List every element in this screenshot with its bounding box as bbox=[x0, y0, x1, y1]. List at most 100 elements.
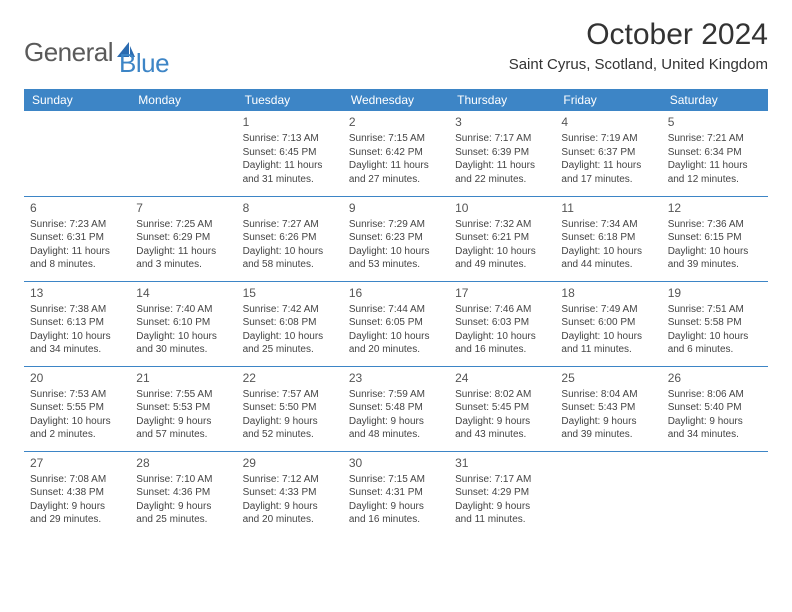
sunset-text: Sunset: 4:38 PM bbox=[30, 486, 124, 500]
sunset-text: Sunset: 6:10 PM bbox=[136, 316, 230, 330]
daylight-text: Daylight: 11 hours and 31 minutes. bbox=[243, 159, 337, 186]
calendar-cell: 21Sunrise: 7:55 AMSunset: 5:53 PMDayligh… bbox=[130, 366, 236, 451]
sunset-text: Sunset: 5:45 PM bbox=[455, 401, 549, 415]
day-number: 22 bbox=[243, 370, 337, 386]
calendar-cell: 8Sunrise: 7:27 AMSunset: 6:26 PMDaylight… bbox=[237, 196, 343, 281]
day-number: 19 bbox=[668, 285, 762, 301]
day-number: 17 bbox=[455, 285, 549, 301]
day-header: Friday bbox=[555, 89, 661, 111]
daylight-text: Daylight: 9 hours and 34 minutes. bbox=[668, 415, 762, 442]
logo: General Blue bbox=[24, 18, 169, 79]
calendar-cell: 25Sunrise: 8:04 AMSunset: 5:43 PMDayligh… bbox=[555, 366, 661, 451]
calendar-cell: 10Sunrise: 7:32 AMSunset: 6:21 PMDayligh… bbox=[449, 196, 555, 281]
day-header: Wednesday bbox=[343, 89, 449, 111]
sunrise-text: Sunrise: 7:55 AM bbox=[136, 388, 230, 402]
calendar-cell: 19Sunrise: 7:51 AMSunset: 5:58 PMDayligh… bbox=[662, 281, 768, 366]
daylight-text: Daylight: 10 hours and 58 minutes. bbox=[243, 245, 337, 272]
day-number: 14 bbox=[136, 285, 230, 301]
calendar-cell: 23Sunrise: 7:59 AMSunset: 5:48 PMDayligh… bbox=[343, 366, 449, 451]
daylight-text: Daylight: 9 hours and 11 minutes. bbox=[455, 500, 549, 527]
sunset-text: Sunset: 6:21 PM bbox=[455, 231, 549, 245]
sunrise-text: Sunrise: 7:15 AM bbox=[349, 473, 443, 487]
logo-text-part2: Blue bbox=[119, 48, 169, 78]
daylight-text: Daylight: 11 hours and 8 minutes. bbox=[30, 245, 124, 272]
daylight-text: Daylight: 11 hours and 12 minutes. bbox=[668, 159, 762, 186]
sunrise-text: Sunrise: 7:25 AM bbox=[136, 218, 230, 232]
calendar-week-row: 13Sunrise: 7:38 AMSunset: 6:13 PMDayligh… bbox=[24, 281, 768, 366]
title-block: October 2024 Saint Cyrus, Scotland, Unit… bbox=[509, 18, 768, 73]
day-number: 27 bbox=[30, 455, 124, 471]
sunrise-text: Sunrise: 7:34 AM bbox=[561, 218, 655, 232]
sunrise-text: Sunrise: 7:29 AM bbox=[349, 218, 443, 232]
calendar-table: Sunday Monday Tuesday Wednesday Thursday… bbox=[24, 89, 768, 536]
daylight-text: Daylight: 11 hours and 22 minutes. bbox=[455, 159, 549, 186]
sunset-text: Sunset: 6:37 PM bbox=[561, 146, 655, 160]
sunset-text: Sunset: 6:34 PM bbox=[668, 146, 762, 160]
daylight-text: Daylight: 9 hours and 39 minutes. bbox=[561, 415, 655, 442]
daylight-text: Daylight: 10 hours and 6 minutes. bbox=[668, 330, 762, 357]
sunrise-text: Sunrise: 7:57 AM bbox=[243, 388, 337, 402]
daylight-text: Daylight: 9 hours and 20 minutes. bbox=[243, 500, 337, 527]
day-header: Thursday bbox=[449, 89, 555, 111]
day-number: 1 bbox=[243, 114, 337, 130]
daylight-text: Daylight: 9 hours and 16 minutes. bbox=[349, 500, 443, 527]
daylight-text: Daylight: 11 hours and 17 minutes. bbox=[561, 159, 655, 186]
sunset-text: Sunset: 6:29 PM bbox=[136, 231, 230, 245]
calendar-cell: 16Sunrise: 7:44 AMSunset: 6:05 PMDayligh… bbox=[343, 281, 449, 366]
sunrise-text: Sunrise: 7:21 AM bbox=[668, 132, 762, 146]
calendar-cell: 24Sunrise: 8:02 AMSunset: 5:45 PMDayligh… bbox=[449, 366, 555, 451]
day-header: Tuesday bbox=[237, 89, 343, 111]
calendar-cell: 31Sunrise: 7:17 AMSunset: 4:29 PMDayligh… bbox=[449, 451, 555, 536]
calendar-week-row: 1Sunrise: 7:13 AMSunset: 6:45 PMDaylight… bbox=[24, 111, 768, 196]
calendar-cell: 6Sunrise: 7:23 AMSunset: 6:31 PMDaylight… bbox=[24, 196, 130, 281]
day-header: Sunday bbox=[24, 89, 130, 111]
day-number: 11 bbox=[561, 200, 655, 216]
day-number: 20 bbox=[30, 370, 124, 386]
daylight-text: Daylight: 10 hours and 16 minutes. bbox=[455, 330, 549, 357]
sunrise-text: Sunrise: 7:27 AM bbox=[243, 218, 337, 232]
daylight-text: Daylight: 10 hours and 30 minutes. bbox=[136, 330, 230, 357]
day-number: 16 bbox=[349, 285, 443, 301]
sunset-text: Sunset: 6:05 PM bbox=[349, 316, 443, 330]
calendar-cell: 11Sunrise: 7:34 AMSunset: 6:18 PMDayligh… bbox=[555, 196, 661, 281]
day-header: Saturday bbox=[662, 89, 768, 111]
day-number: 18 bbox=[561, 285, 655, 301]
calendar-cell bbox=[24, 111, 130, 196]
calendar-cell: 5 Sunrise: 7:21 AMSunset: 6:34 PMDaylight… bbox=[662, 111, 768, 196]
page-title: October 2024 bbox=[509, 18, 768, 52]
sunrise-text: Sunrise: 7:13 AM bbox=[243, 132, 337, 146]
sunrise-text: Sunrise: 8:06 AM bbox=[668, 388, 762, 402]
calendar-cell: 26Sunrise: 8:06 AMSunset: 5:40 PMDayligh… bbox=[662, 366, 768, 451]
daylight-text: Daylight: 11 hours and 27 minutes. bbox=[349, 159, 443, 186]
sunrise-text: Sunrise: 7:08 AM bbox=[30, 473, 124, 487]
day-number: 7 bbox=[136, 200, 230, 216]
sunrise-text: Sunrise: 7:15 AM bbox=[349, 132, 443, 146]
sunrise-text: Sunrise: 8:02 AM bbox=[455, 388, 549, 402]
daylight-text: Daylight: 9 hours and 29 minutes. bbox=[30, 500, 124, 527]
sunrise-text: Sunrise: 7:53 AM bbox=[30, 388, 124, 402]
day-number: 5 bbox=[668, 114, 762, 130]
daylight-text: Daylight: 10 hours and 20 minutes. bbox=[349, 330, 443, 357]
sunset-text: Sunset: 5:53 PM bbox=[136, 401, 230, 415]
day-header: Monday bbox=[130, 89, 236, 111]
day-number: 13 bbox=[30, 285, 124, 301]
sunrise-text: Sunrise: 8:04 AM bbox=[561, 388, 655, 402]
day-number: 23 bbox=[349, 370, 443, 386]
sunrise-text: Sunrise: 7:10 AM bbox=[136, 473, 230, 487]
day-number: 26 bbox=[668, 370, 762, 386]
sunset-text: Sunset: 4:33 PM bbox=[243, 486, 337, 500]
day-number: 25 bbox=[561, 370, 655, 386]
sunrise-text: Sunrise: 7:32 AM bbox=[455, 218, 549, 232]
sunset-text: Sunset: 6:08 PM bbox=[243, 316, 337, 330]
calendar-cell bbox=[555, 451, 661, 536]
calendar-cell: 28Sunrise: 7:10 AMSunset: 4:36 PMDayligh… bbox=[130, 451, 236, 536]
calendar-cell: 4 Sunrise: 7:19 AMSunset: 6:37 PMDaylight… bbox=[555, 111, 661, 196]
daylight-text: Daylight: 10 hours and 2 minutes. bbox=[30, 415, 124, 442]
calendar-cell: 27 Sunrise: 7:08 AMSunset: 4:38 PMDayligh… bbox=[24, 451, 130, 536]
sunrise-text: Sunrise: 7:12 AM bbox=[243, 473, 337, 487]
sunset-text: Sunset: 5:50 PM bbox=[243, 401, 337, 415]
sunrise-text: Sunrise: 7:36 AM bbox=[668, 218, 762, 232]
sunrise-text: Sunrise: 7:19 AM bbox=[561, 132, 655, 146]
daylight-text: Daylight: 10 hours and 11 minutes. bbox=[561, 330, 655, 357]
day-number: 4 bbox=[561, 114, 655, 130]
